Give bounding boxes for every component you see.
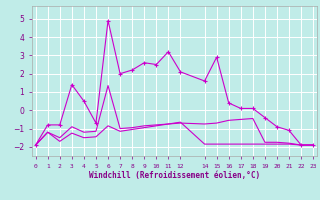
X-axis label: Windchill (Refroidissement éolien,°C): Windchill (Refroidissement éolien,°C) — [89, 171, 260, 180]
